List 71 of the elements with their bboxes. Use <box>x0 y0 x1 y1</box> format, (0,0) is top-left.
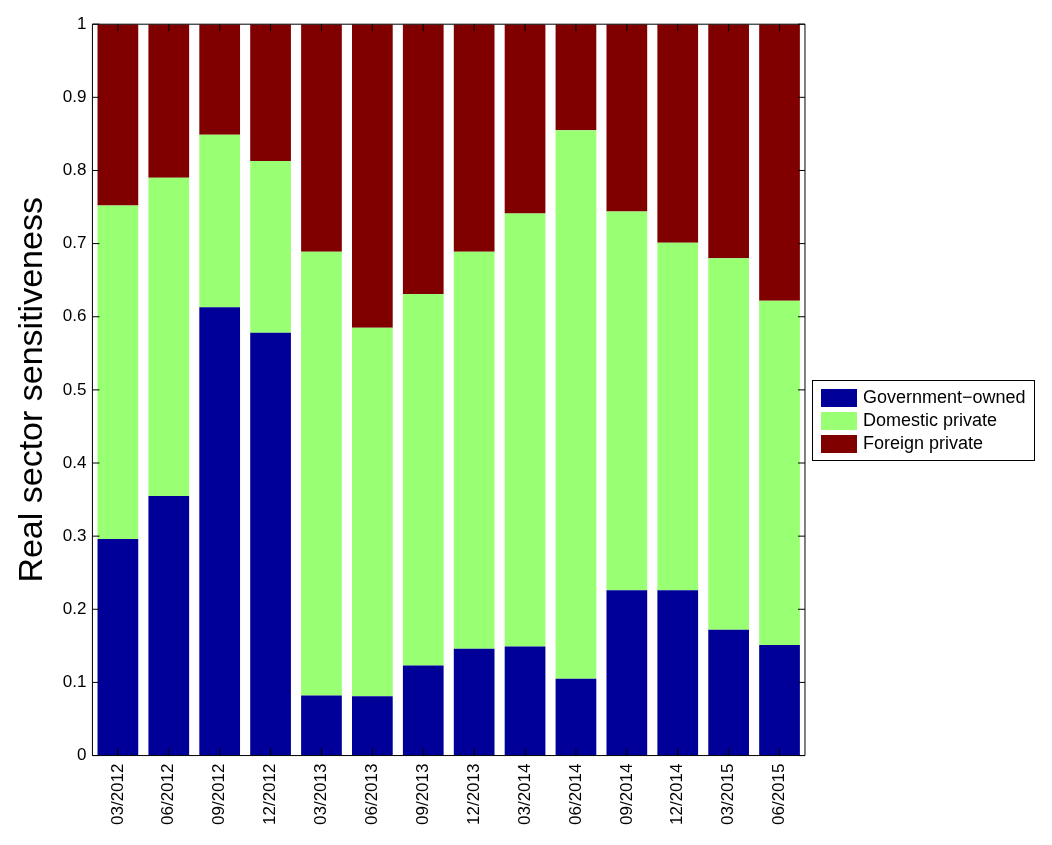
bar <box>453 24 495 252</box>
legend-label: Government−owned <box>863 387 1026 408</box>
bar <box>606 590 648 756</box>
bar <box>606 211 648 591</box>
bar <box>402 24 444 295</box>
y-tick-label: 0.1 <box>62 672 87 692</box>
bar <box>657 242 699 591</box>
x-tick-label: 12/2012 <box>260 763 280 825</box>
bar <box>250 24 291 161</box>
bar <box>402 294 444 666</box>
bar <box>453 251 495 649</box>
x-tick-label: 12/2013 <box>463 763 483 825</box>
y-tick-label: 0.9 <box>62 87 87 107</box>
bar <box>148 177 190 496</box>
bar <box>301 251 342 696</box>
y-tick-label: 0 <box>76 745 87 765</box>
bar <box>657 590 699 756</box>
y-tick-label: 0.4 <box>62 452 87 472</box>
y-tick-label: 0.3 <box>62 525 87 545</box>
bar <box>250 160 291 333</box>
y-tick-label: 0.8 <box>62 160 87 180</box>
x-tick-label: 06/2012 <box>158 763 178 825</box>
bar <box>759 24 800 301</box>
y-tick-label: 1 <box>76 13 87 33</box>
bar <box>606 24 648 212</box>
bar <box>555 130 597 679</box>
bar <box>301 695 342 756</box>
bar <box>504 213 546 647</box>
bar <box>97 24 139 206</box>
x-tick-label: 06/2014 <box>565 763 585 825</box>
y-tick-label: 0.2 <box>62 598 87 618</box>
bar <box>708 629 749 756</box>
bar <box>301 24 342 252</box>
bar <box>148 495 190 756</box>
bar <box>352 327 393 697</box>
x-tick-label: 09/2012 <box>209 763 229 825</box>
bar <box>708 258 749 630</box>
bar <box>199 134 241 308</box>
bar <box>504 24 546 214</box>
x-tick-label: 06/2013 <box>362 763 382 825</box>
legend-label: Foreign private <box>863 433 984 454</box>
bar <box>453 648 495 756</box>
bar <box>352 24 393 328</box>
bar <box>97 205 139 540</box>
x-tick-label: 03/2014 <box>514 763 534 825</box>
bar <box>199 24 241 135</box>
x-tick-label: 06/2015 <box>769 763 789 825</box>
x-tick-label: 03/2015 <box>718 763 738 825</box>
y-tick-label: 0.5 <box>62 379 87 399</box>
x-tick-label: 03/2013 <box>311 763 331 825</box>
bar <box>657 24 699 243</box>
bar <box>97 539 139 756</box>
bar <box>759 300 800 646</box>
bar <box>504 646 546 756</box>
x-tick-label: 12/2014 <box>667 763 687 825</box>
bar <box>555 24 597 131</box>
bar <box>352 696 393 756</box>
bar <box>402 665 444 756</box>
bar <box>199 307 241 756</box>
bar <box>148 24 190 178</box>
legend-label: Domestic private <box>863 410 998 431</box>
y-tick-label: 0.7 <box>62 233 87 253</box>
bar <box>708 24 749 259</box>
y-axis-title: Real sector sensitiveness <box>10 197 49 583</box>
x-tick-label: 09/2013 <box>412 763 432 825</box>
x-tick-label: 09/2014 <box>616 763 636 825</box>
x-tick-label: 03/2012 <box>107 763 127 825</box>
bar <box>759 645 800 756</box>
y-tick-label: 0.6 <box>62 306 87 326</box>
bar <box>555 678 597 756</box>
bar <box>250 332 291 756</box>
